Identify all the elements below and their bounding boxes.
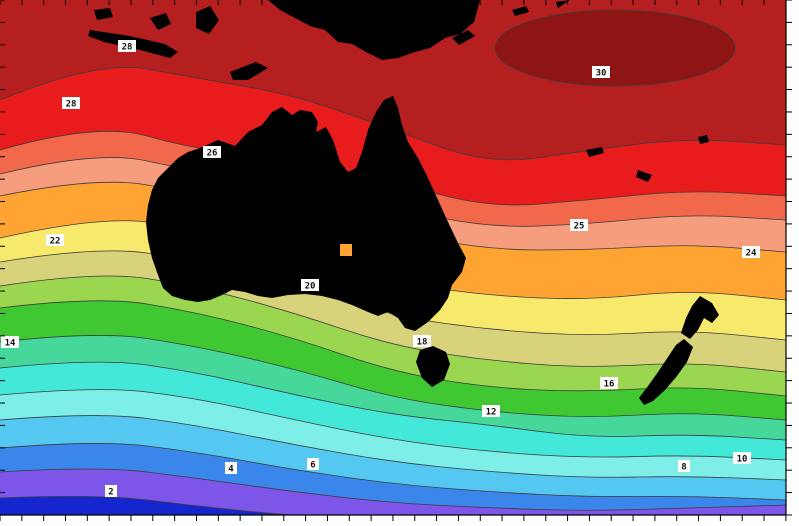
contour-label-box	[62, 97, 80, 109]
landmass-vanuatu	[636, 170, 652, 182]
landmass-timor	[230, 62, 268, 80]
contour-label-box	[118, 40, 136, 52]
contour-label-box	[1, 336, 19, 348]
warm-pool-30	[494, 9, 736, 87]
contour-label: 28	[122, 43, 133, 53]
contour-label-box	[678, 460, 690, 472]
contour-label: 6	[310, 461, 315, 471]
contour-label-box	[742, 246, 760, 258]
landmass-fiji	[698, 135, 709, 144]
contour-line-12	[0, 361, 786, 441]
ocean-field	[0, 0, 786, 515]
contour-label-box	[46, 234, 64, 246]
landmass-new-britain	[452, 30, 475, 45]
contour-label: 26	[207, 149, 218, 159]
contour-labels: 28 30 28 26 25 24 22 20 18 16 14 12 10 8 6 4 2	[1, 40, 760, 498]
contour-label-box	[225, 462, 237, 474]
contour-label: 18	[417, 338, 428, 348]
landmass-sulawesi	[196, 6, 219, 34]
contour-line-14	[0, 335, 786, 421]
contour-label-box	[600, 377, 618, 389]
contour-label-box	[413, 335, 431, 347]
contour-label-box	[203, 146, 221, 158]
contour-line-6	[0, 443, 786, 501]
contour-label: 28	[66, 100, 77, 110]
inland-water-patch	[340, 244, 352, 256]
contour-label: 16	[604, 380, 615, 390]
contour-label-box	[307, 458, 319, 470]
contour-label: 14	[5, 339, 16, 349]
contour-label: 8	[681, 463, 686, 473]
landmass-island-a	[150, 13, 171, 30]
contour-label-box	[301, 279, 319, 291]
contour-label: 22	[50, 237, 61, 247]
contour-label: 2	[108, 488, 113, 498]
contour-label-box	[105, 485, 117, 497]
contour-label: 25	[574, 222, 585, 232]
contour-label: 10	[737, 455, 748, 465]
contour-line-10	[0, 389, 786, 461]
landmass-new-guinea	[268, 0, 480, 60]
contour-label: 12	[486, 408, 497, 418]
contour-label-box	[592, 66, 610, 78]
contour-label-box	[570, 219, 588, 231]
contour-label: 20	[305, 282, 316, 292]
landmass-island-b	[94, 8, 113, 20]
contour-line-2	[0, 496, 298, 515]
landmass-tasmania	[416, 346, 450, 387]
contour-label-box	[733, 452, 751, 464]
landmass-new-caledonia	[586, 147, 604, 157]
landmass-solomon-1	[512, 6, 529, 16]
contour-line-4	[0, 468, 786, 511]
contour-label: 24	[746, 249, 757, 259]
landmass-new-zealand-north-island	[681, 296, 719, 339]
contour-line-16	[0, 300, 786, 397]
contour-label-box	[482, 405, 500, 417]
contour-label: 30	[596, 69, 607, 79]
landmass-solomon-2	[556, 0, 570, 8]
contour-line-18	[0, 275, 786, 373]
contour-line-8	[0, 415, 786, 481]
contour-label: 4	[228, 465, 234, 475]
landmass-australia	[146, 96, 466, 331]
landmass-new-zealand-south-island	[639, 339, 693, 405]
